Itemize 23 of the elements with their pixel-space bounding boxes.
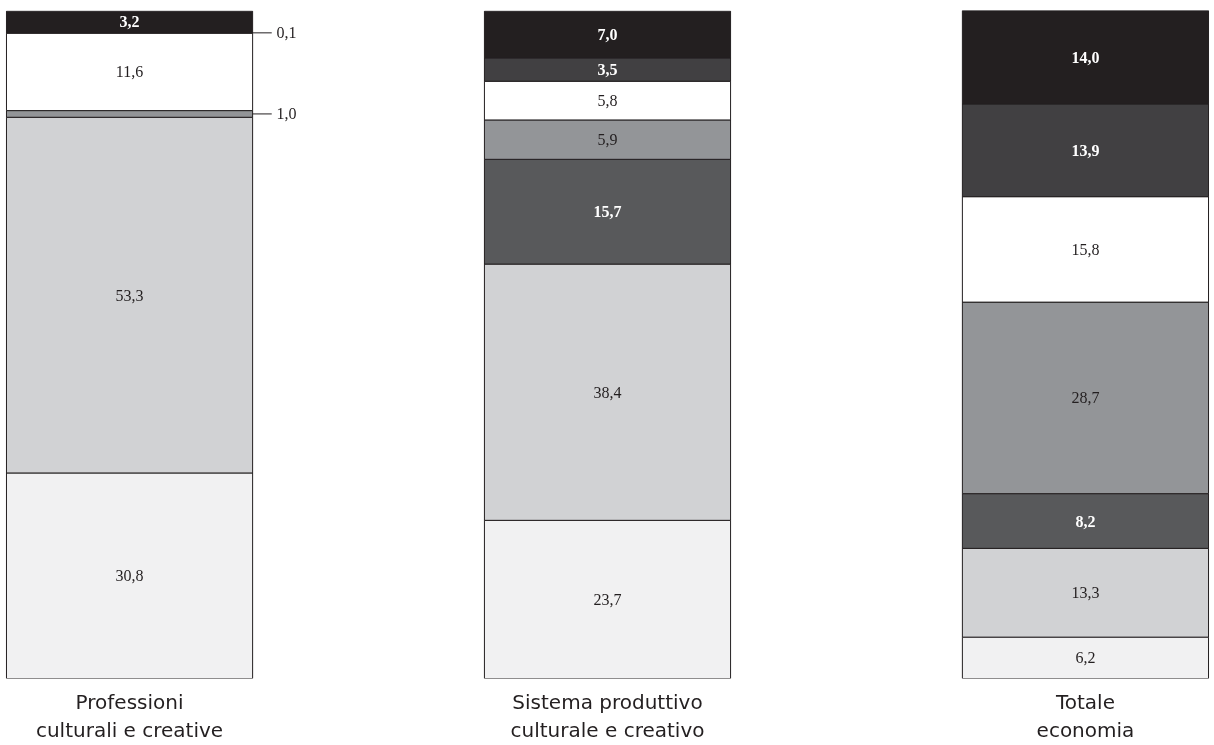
data-label: 53,3: [115, 286, 144, 304]
data-label: 8,2: [1075, 512, 1096, 530]
data-label: 7,0: [597, 26, 618, 44]
data-label: 13,3: [1071, 584, 1100, 602]
data-label: 0,1: [276, 24, 297, 42]
data-label: 11,6: [115, 63, 144, 81]
data-label: 3,2: [119, 13, 140, 31]
data-label: 5,9: [597, 131, 618, 149]
data-label: 5,8: [597, 92, 618, 110]
x-tick-label: Sistema produttivo culturale e creativo: [510, 689, 705, 743]
x-tick-label: Professioni culturali e creative: [35, 689, 224, 743]
data-label: 30,8: [115, 567, 144, 585]
data-label: 14,0: [1071, 48, 1100, 66]
data-label: 6,2: [1075, 649, 1096, 667]
data-label: 15,7: [593, 203, 622, 221]
data-label: 28,7: [1071, 389, 1100, 407]
data-label: 38,4: [593, 383, 622, 401]
data-label: 23,7: [593, 590, 622, 608]
x-tick-label: Totale economia: [1036, 689, 1135, 743]
data-label: 15,8: [1071, 240, 1100, 258]
data-label: 1,0: [276, 105, 297, 123]
data-label: 13,9: [1071, 141, 1100, 159]
data-label: 3,5: [597, 61, 618, 79]
